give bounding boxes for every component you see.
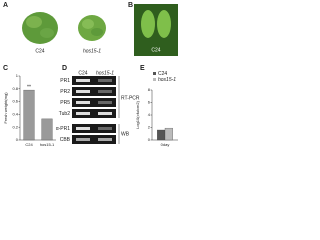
blot-strip xyxy=(72,109,116,118)
genotype-label: C24 xyxy=(35,48,44,54)
row-label: Tub2 xyxy=(59,111,70,117)
plant-photo xyxy=(22,12,106,44)
leaf-label: C24 xyxy=(151,47,160,53)
blot-strip xyxy=(72,98,116,107)
y-tick-label: 0.8 xyxy=(12,86,18,91)
y-tick-label: 0 xyxy=(148,137,151,142)
bar xyxy=(157,129,166,141)
group-label: WB xyxy=(121,131,130,137)
leaf xyxy=(141,10,155,38)
band xyxy=(76,127,90,130)
x-tick-label: hos15-1 xyxy=(40,142,55,147)
row-label: PR1 xyxy=(60,78,70,84)
group-label: RT-PCR xyxy=(121,95,140,101)
band xyxy=(98,79,112,82)
bar xyxy=(41,118,53,141)
band xyxy=(76,79,90,82)
panel-letter: A xyxy=(3,2,8,9)
legend-label: C24 xyxy=(158,71,167,77)
lane-label: C24 xyxy=(78,70,87,76)
leaf xyxy=(157,10,171,38)
y-tick-label: 0.6 xyxy=(12,99,18,104)
bar xyxy=(23,89,35,141)
band xyxy=(98,90,112,93)
blot-strip xyxy=(72,87,116,96)
y-tick-label: 4 xyxy=(148,112,151,117)
band xyxy=(76,90,90,93)
y-tick-label: 0.2 xyxy=(12,124,18,129)
legend-swatch xyxy=(153,72,156,75)
row-label: PR2 xyxy=(60,89,70,95)
band xyxy=(76,112,90,115)
row-label: α-PR1 xyxy=(56,126,71,132)
legend-swatch xyxy=(153,78,156,81)
row-label: PR5 xyxy=(60,100,70,106)
x-tick-label: 0day xyxy=(161,142,170,147)
band xyxy=(98,101,112,104)
panel-letter: B xyxy=(128,2,133,9)
y-axis-label: Fresh weight(mg) xyxy=(3,92,8,124)
y-tick-label: 1 xyxy=(16,73,19,78)
blot-strip xyxy=(72,76,116,85)
y-tick-label: 2 xyxy=(148,125,151,130)
figure: A C24 hos15-1 B C24 C E D C24 hos15-1PR1P… xyxy=(3,2,178,147)
y-tick-label: 6 xyxy=(148,100,151,105)
blot-strip xyxy=(72,124,116,133)
panel-letter: C xyxy=(3,65,8,72)
y-tick-label: 0.4 xyxy=(12,111,18,116)
y-tick-label: 8 xyxy=(148,87,151,92)
band xyxy=(76,101,90,104)
row-label: CBB xyxy=(60,137,71,143)
band xyxy=(76,138,90,141)
panel-letter: E xyxy=(140,65,145,72)
y-tick-label: 0 xyxy=(16,137,19,142)
leaf-photo xyxy=(134,4,178,56)
blot-strip xyxy=(72,135,116,144)
band xyxy=(98,112,112,115)
significance: ** xyxy=(27,84,31,90)
panel-letter: D xyxy=(62,65,67,72)
lane-label: hos15-1 xyxy=(96,70,114,76)
legend-label: hos15-1 xyxy=(158,77,176,83)
y-axis-label: Log10(cfu/cm2) xyxy=(135,100,140,128)
genotype-label: hos15-1 xyxy=(83,48,101,54)
bar xyxy=(164,127,173,141)
band xyxy=(98,127,112,130)
x-tick-label: C24 xyxy=(25,142,33,147)
band xyxy=(98,138,112,141)
